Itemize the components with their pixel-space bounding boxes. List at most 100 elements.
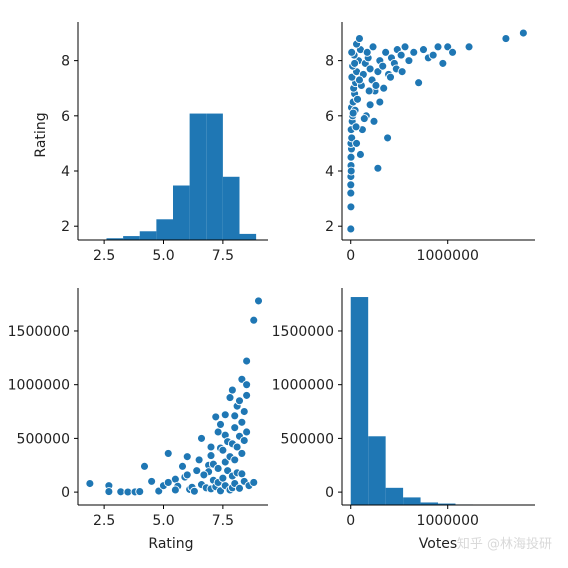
- scatter-point-66: [242, 390, 252, 400]
- scatter-point-32: [213, 464, 223, 473]
- scatter-point-65: [242, 427, 252, 437]
- scatter-point-58: [501, 34, 511, 44]
- y-tick-label-0: 2: [325, 219, 334, 235]
- scatter-point-45: [396, 50, 406, 60]
- histogram-bar-4: [420, 502, 439, 505]
- scatter-point-7: [346, 166, 356, 176]
- scatter-point-37: [373, 67, 383, 77]
- scatter-point-8: [346, 152, 356, 162]
- scatter-point-7: [140, 461, 149, 471]
- y-tick-label-1: 4: [325, 164, 334, 180]
- x-tick-label-0: 2.5: [93, 513, 115, 529]
- scatter-point-79: [170, 485, 180, 495]
- scatter-point-76: [362, 47, 372, 57]
- scatter-point-50: [230, 455, 240, 465]
- histogram-bar-2: [123, 236, 140, 240]
- scatter-point-70: [249, 315, 259, 325]
- scatter-point-63: [239, 436, 249, 445]
- scatter-point-49: [414, 78, 424, 88]
- scatter-point-73: [199, 470, 209, 480]
- scatter-point-47: [227, 385, 237, 395]
- scatter-point-8: [147, 476, 157, 486]
- histogram-bar-1: [368, 436, 386, 505]
- y-tick-label-0: 0: [325, 485, 334, 501]
- scatter-point-19: [189, 486, 199, 496]
- scatter-point-76: [220, 410, 230, 420]
- scatter-point-36: [218, 473, 228, 483]
- scatter-point-67: [242, 356, 252, 366]
- scatter-point-82: [230, 411, 240, 421]
- scatter-point-0: [346, 224, 356, 234]
- rating-x-axis-label: Rating: [148, 536, 193, 552]
- scatter-point-16: [182, 470, 192, 480]
- y-tick-label-3: 8: [61, 54, 70, 70]
- scatter-point-29: [353, 94, 362, 104]
- scatter-point-64: [239, 407, 249, 416]
- rating-y-axis-label: Rating: [33, 112, 49, 157]
- scatter-point-81: [348, 108, 358, 118]
- scatter-point-65: [383, 133, 393, 143]
- scatter-point-80: [347, 47, 357, 57]
- histogram-bar-1: [106, 238, 124, 240]
- y-tick-label-2: 1000000: [272, 378, 334, 394]
- scatter-point-57: [464, 42, 474, 52]
- scatter-point-54: [438, 58, 448, 68]
- scatter-point-78: [355, 75, 364, 85]
- scatter-point-56: [448, 47, 458, 57]
- rating-vs-votes-scatter-panel: 2.5 5.0 7.5 0 500000 1000000 1500000: [8, 288, 268, 529]
- scatter-point-77: [225, 393, 235, 403]
- scatter-point-55: [443, 42, 453, 52]
- x-tick-label-1: 5.0: [152, 513, 174, 529]
- scatter-point-68: [352, 138, 361, 148]
- y-tick-label-1: 500000: [281, 431, 334, 447]
- scatter-point-48: [409, 47, 419, 57]
- scatter-point-59: [237, 448, 247, 458]
- histogram-bar-5: [438, 503, 456, 505]
- scatter-point-75: [397, 67, 407, 77]
- y-tick-label-2: 6: [61, 109, 70, 125]
- scatter-point-70: [364, 86, 374, 96]
- x-tick-label-2: 7.5: [212, 513, 234, 529]
- scatter-point-27: [206, 451, 216, 461]
- scatter-point-64: [375, 97, 385, 107]
- votes-vs-rating-scatter-panel: 0 1000000 2 4 6 8: [325, 22, 535, 264]
- x-tick-label-0: 0: [346, 248, 355, 264]
- votes-x-axis-label: Votes: [419, 536, 457, 552]
- scatter-point-51: [230, 423, 240, 433]
- x-tick-label-0: 2.5: [93, 248, 115, 264]
- scatter-point-3: [346, 180, 356, 190]
- scatter-point-11: [163, 448, 173, 458]
- scatter-point-21: [194, 455, 204, 465]
- scatter-point-20: [192, 466, 202, 476]
- x-tick-label-1: 5.0: [152, 248, 174, 264]
- votes-histogram-panel: 0 1000000 0 500000 1000000 1500000: [272, 288, 535, 529]
- scatter-point-75: [213, 427, 223, 437]
- x-tick-label-2: 7.5: [212, 248, 234, 264]
- scatter-point-37: [218, 445, 228, 455]
- scatter-point-52: [428, 50, 438, 60]
- rating-histogram-panel: 2.5 5.0 7.5 2 4 6 8: [61, 22, 268, 264]
- y-tick-label-3: 8: [325, 54, 334, 70]
- scatter-point-34: [365, 64, 375, 74]
- scatter-point-53: [232, 442, 242, 452]
- y-tick-label-2: 6: [325, 109, 334, 125]
- scatter-point-83: [163, 477, 173, 487]
- scatter-point-58: [237, 417, 247, 427]
- histogram-bar-2: [385, 487, 404, 505]
- scatter-point-68: [242, 380, 252, 390]
- y-tick-label-1: 500000: [17, 431, 70, 447]
- scatter-point-63: [369, 116, 379, 126]
- scatter-point-2: [346, 188, 356, 198]
- histogram-bar-3: [139, 231, 157, 240]
- histogram-bar-3: [403, 497, 421, 505]
- watermark: 知乎 @林海投研: [457, 536, 552, 552]
- scatter-point-55: [235, 483, 244, 493]
- scatter-point-46: [400, 42, 410, 52]
- scatter-point-79: [350, 58, 360, 68]
- histogram-bar-0: [350, 297, 369, 505]
- scatter-point-77: [368, 42, 378, 52]
- histogram-bar-5: [173, 185, 190, 240]
- y-tick-label-3: 1500000: [8, 324, 70, 340]
- x-tick-label-0: 0: [346, 513, 355, 529]
